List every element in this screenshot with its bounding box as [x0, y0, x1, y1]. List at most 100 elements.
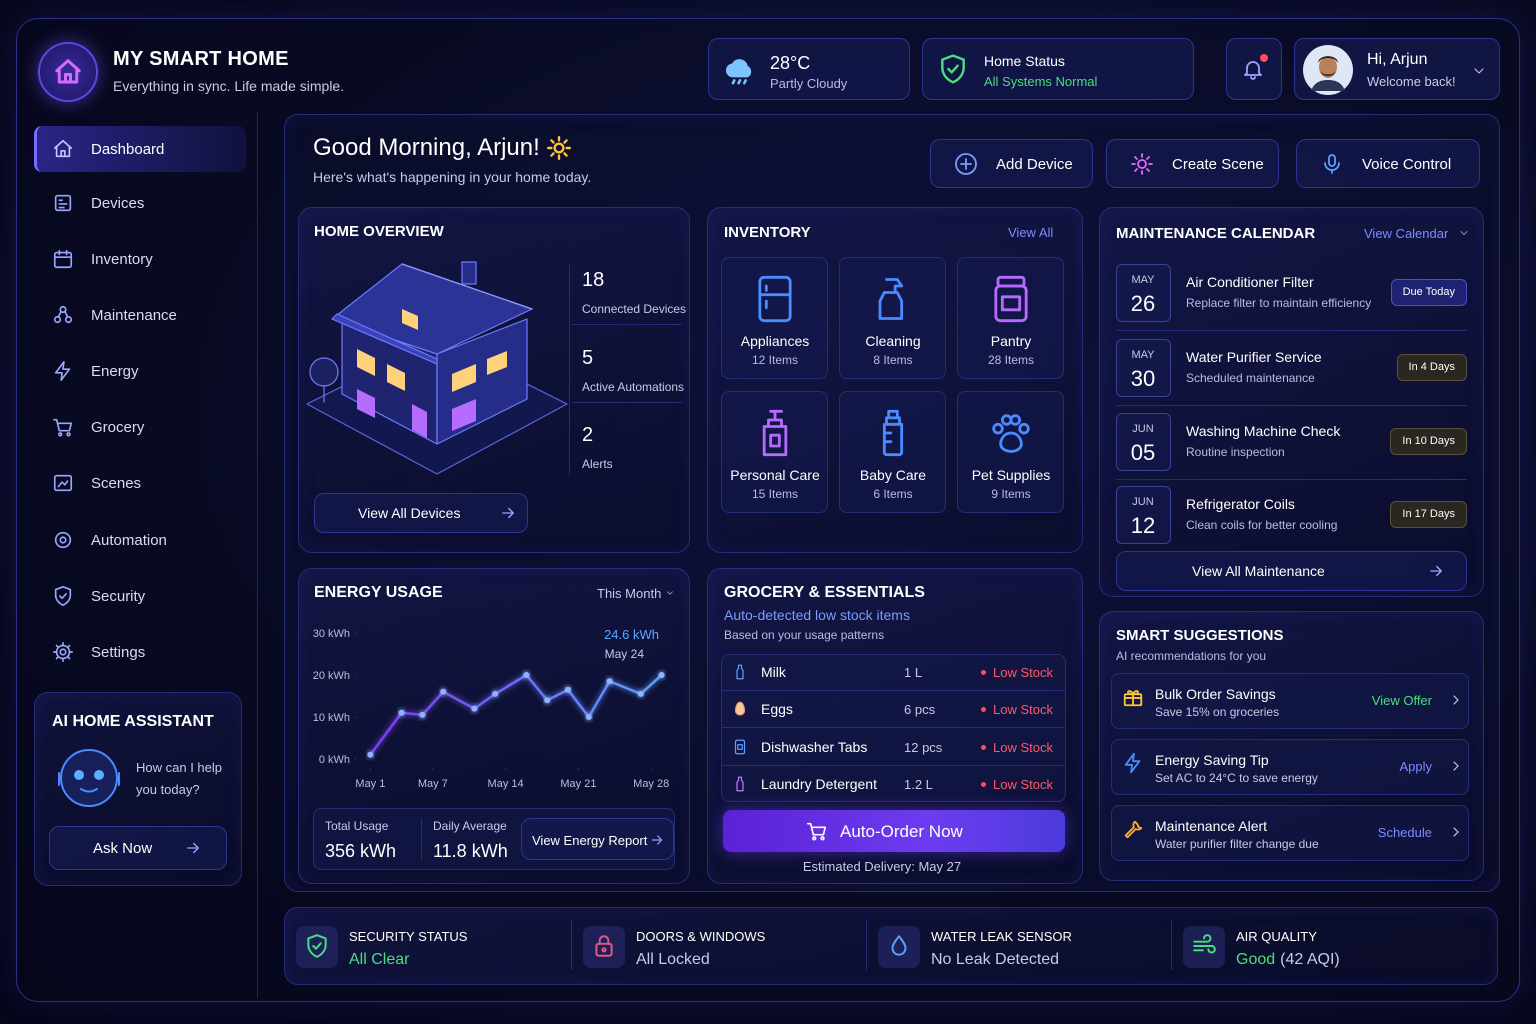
due-badge: In 4 Days	[1396, 354, 1467, 381]
task-title: Refrigerator Coils	[1186, 496, 1295, 512]
row-divider	[722, 690, 1065, 691]
energy-point	[492, 690, 499, 697]
status-dot	[981, 745, 986, 750]
status-label: WATER LEAK SENSOR	[931, 928, 1072, 944]
nav-label: Energy	[91, 362, 139, 380]
chevron-icon	[1453, 695, 1459, 705]
task-title: Water Purifier Service	[1186, 349, 1322, 365]
stat-label: Alerts	[582, 457, 613, 471]
grocery-table	[721, 654, 1066, 802]
task-desc: Replace filter to maintain efficiency	[1186, 296, 1372, 310]
suggestion-action[interactable]: Apply	[1399, 759, 1432, 774]
status-box	[922, 38, 1194, 100]
notification-button[interactable]	[1226, 38, 1282, 100]
status-title: Home Status	[984, 53, 1065, 69]
robot	[58, 749, 120, 807]
stat-value: 5	[582, 347, 594, 369]
y-tick-label: 0 kWh	[319, 754, 350, 766]
inventory-count: 8 Items	[873, 353, 913, 367]
status-value: No Leak Detected	[931, 951, 1060, 968]
auto-order-button[interactable]	[723, 810, 1065, 852]
greeting-subtitle: Here's what's happening in your home tod…	[313, 169, 592, 185]
x-tick-label: May 28	[633, 778, 669, 790]
status-label: DOORS & WINDOWS	[636, 928, 766, 944]
y-tick-label: 10 kWh	[313, 712, 350, 724]
chevron-icon	[667, 591, 673, 595]
grocery-status: Low Stock	[993, 739, 1053, 755]
avatar	[1303, 45, 1353, 95]
view-devices-button[interactable]	[314, 493, 528, 533]
nav-icon	[53, 418, 73, 437]
suggestion-action[interactable]: Schedule	[1377, 825, 1432, 840]
maintenance-title: MAINTENANCE CALENDAR	[1116, 224, 1316, 242]
suggestion-item[interactable]	[1111, 805, 1469, 861]
auto-order-label: Auto-Order Now	[840, 821, 963, 841]
energy-stat-value: 11.8 kWh	[433, 841, 508, 861]
grocery-name: Dishwasher Tabs	[761, 739, 868, 755]
suggestion-title: Bulk Order Savings	[1155, 686, 1276, 702]
status-icon	[1193, 934, 1216, 954]
energy-line	[369, 673, 663, 756]
inventory-icon	[758, 275, 792, 323]
action-button[interactable]	[1296, 139, 1480, 188]
suggestion-title: Maintenance Alert	[1155, 818, 1268, 834]
status-value: All Locked	[636, 951, 710, 968]
stat-divider	[572, 324, 682, 325]
inventory-icon	[992, 414, 1030, 453]
nav-label: Maintenance	[91, 306, 177, 324]
energy-point	[637, 690, 644, 697]
arrow-icon	[187, 842, 199, 854]
grocery-status: Low Stock	[993, 776, 1053, 792]
date-month: JUN	[1132, 495, 1154, 508]
inventory-icon	[882, 409, 904, 457]
date-box	[1116, 339, 1171, 397]
suggestion-icon	[1123, 690, 1143, 707]
row-divider	[722, 727, 1065, 728]
grocery-name: Milk	[761, 664, 786, 680]
suggestion-action[interactable]: View Offer	[1371, 693, 1432, 708]
inventory-icon	[994, 275, 1028, 323]
x-tick-label: May 7	[418, 778, 448, 790]
status-icon-box	[1183, 926, 1225, 968]
energy-point	[658, 672, 665, 678]
user-greeting: Hi, Arjun	[1367, 51, 1428, 68]
grocery-title: GROCERY & ESSENTIALS	[724, 584, 925, 601]
energy-point	[606, 678, 613, 685]
date-box	[1116, 264, 1171, 322]
overview-title: HOME OVERVIEW	[314, 222, 444, 240]
y-tick-label: 20 kWh	[313, 670, 350, 682]
energy-point	[471, 705, 478, 712]
sun-icon	[546, 135, 572, 161]
energy-point	[523, 672, 530, 678]
ask-button[interactable]	[49, 826, 227, 870]
user-sub: Welcome back!	[1367, 73, 1456, 89]
status-icon	[941, 54, 965, 84]
inventory-icon	[762, 409, 788, 457]
view-maintenance-button[interactable]	[1116, 551, 1467, 591]
row-divider	[1116, 330, 1467, 331]
action-label: Add Device	[996, 155, 1073, 173]
date-month: JUN	[1132, 422, 1154, 435]
action-button[interactable]	[930, 139, 1093, 188]
task-desc: Routine inspection	[1186, 445, 1285, 459]
suggestion-title: Energy Saving Tip	[1155, 752, 1269, 768]
suggestion-item[interactable]	[1111, 673, 1469, 729]
nav-icon	[53, 305, 73, 324]
grocery-qty: 1 L	[904, 664, 923, 680]
inventory-icon	[878, 278, 904, 320]
grocery-subtitle: Auto-detected low stock items	[724, 607, 910, 623]
weather-condition: Partly Cloudy	[770, 75, 848, 91]
x-tick-label: May 1	[355, 778, 385, 790]
task-title: Air Conditioner Filter	[1186, 274, 1314, 290]
date-box	[1116, 413, 1171, 471]
x-tick-label: May 21	[560, 778, 596, 790]
action-label: Create Scene	[1172, 155, 1264, 173]
app-subtitle: Everything in sync. Life made simple.	[113, 78, 345, 94]
suggestion-icon	[1124, 752, 1141, 774]
inventory-name: Cleaning	[865, 333, 921, 349]
greeting-title: Good Morning, Arjun!	[313, 134, 540, 161]
suggestion-item[interactable]	[1111, 739, 1469, 795]
inventory-name: Appliances	[740, 333, 810, 349]
energy-report-button[interactable]	[521, 818, 674, 860]
